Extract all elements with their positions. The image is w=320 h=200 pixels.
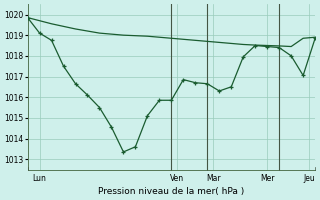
X-axis label: Pression niveau de la mer( hPa ): Pression niveau de la mer( hPa ) bbox=[98, 187, 244, 196]
